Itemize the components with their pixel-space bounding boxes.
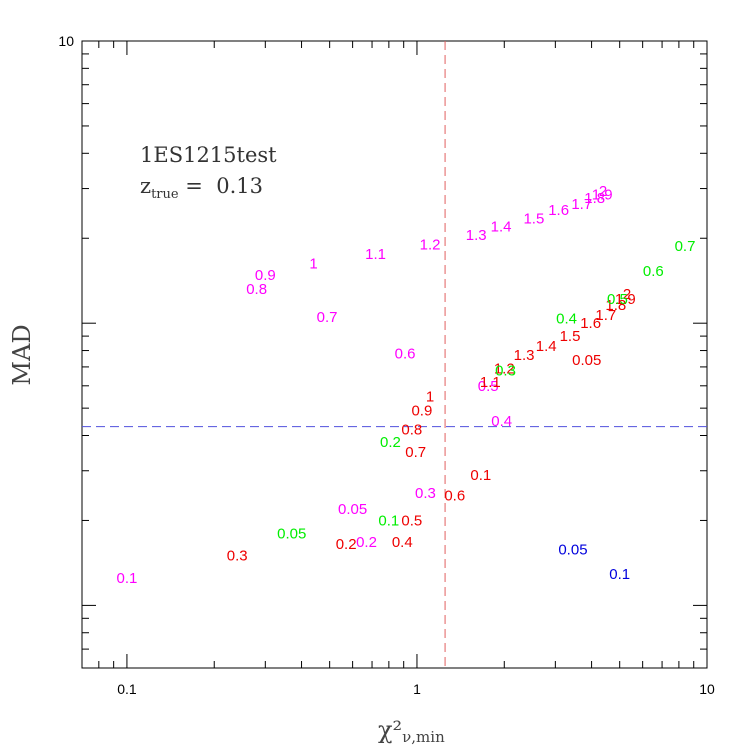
data-point-label: 0.1	[470, 467, 491, 484]
data-point-label: 1.2	[494, 361, 515, 378]
data-point-label: 1.4	[536, 338, 557, 355]
annotation-line-1: 1ES1215test	[140, 143, 277, 167]
annotation: 1ES1215test ztrue = 0.13	[140, 143, 277, 202]
data-point-label: 2	[623, 286, 631, 303]
x-axis-title: χ²ν,min	[378, 716, 445, 746]
data-point-label: 0.05	[338, 501, 367, 518]
data-labels: 0.10.20.050.30.40.50.60.70.80.911.11.21.…	[116, 183, 695, 587]
annotation-z-subscript: true	[151, 187, 179, 202]
plot-frame	[81, 40, 708, 669]
data-point-label: 1.8	[605, 297, 626, 314]
data-point-label: 0.2	[336, 536, 357, 553]
axis-ticks: 0.1 1 10 10	[58, 33, 715, 697]
data-point-label: 1.9	[615, 291, 636, 308]
data-point-label: 0.5	[607, 291, 628, 308]
data-point-label: 0.5	[478, 378, 499, 395]
x-axis-title-subscript: ν,min	[402, 728, 445, 746]
data-point-label: 0.4	[556, 310, 577, 327]
annotation-z-value: = 0.13	[179, 174, 263, 198]
annotation-z: z	[140, 174, 151, 198]
data-point-label: 1.6	[548, 202, 569, 219]
data-point-label: 0.1	[116, 570, 137, 587]
data-point-label: 1.9	[592, 186, 613, 203]
data-point-label: 1.5	[523, 210, 544, 227]
data-point-label: 0.3	[227, 548, 248, 565]
data-point-label: 1.3	[514, 347, 535, 364]
data-point-label: 1.1	[480, 374, 501, 391]
data-point-label: 0.5	[401, 512, 422, 529]
data-point-label: 0.3	[415, 485, 436, 502]
data-point-label: 0.8	[401, 422, 422, 439]
data-point-label: 1	[426, 388, 434, 405]
y-tick-label: 10	[58, 33, 74, 49]
data-point-label: 0.6	[444, 488, 465, 505]
data-point-label: 0.9	[255, 267, 276, 284]
data-point-label: 1.8	[584, 190, 605, 207]
data-point-label: 0.05	[558, 541, 587, 558]
data-point-label: 0.7	[675, 238, 696, 255]
data-point-label: 1.5	[560, 328, 581, 345]
data-point-label: 0.3	[495, 362, 516, 379]
annotation-line-2: ztrue = 0.13	[140, 174, 263, 202]
data-point-label: 0.2	[356, 534, 377, 551]
data-point-label: 0.1	[609, 566, 630, 583]
data-point-label: 0.6	[395, 346, 416, 363]
x-tick-label: 1	[413, 681, 421, 697]
data-point-label: 0.8	[246, 281, 267, 298]
data-point-label: 1.2	[420, 237, 441, 254]
y-axis-title: MAD	[8, 324, 36, 385]
data-point-label: 0.9	[411, 403, 432, 420]
data-point-label: 0.1	[378, 512, 399, 529]
data-point-label: 1.6	[580, 315, 601, 332]
data-point-label: 0.2	[380, 434, 401, 451]
x-tick-label: 0.1	[117, 681, 137, 697]
data-point-label: 1	[309, 255, 317, 272]
data-point-label: 0.05	[277, 525, 306, 542]
data-point-label: 0.05	[572, 352, 601, 369]
x-tick-label: 10	[699, 681, 715, 697]
data-point-label: 1.3	[466, 227, 487, 244]
data-point-label: 2	[599, 183, 607, 200]
x-axis-title-main: χ²	[378, 716, 402, 744]
data-point-label: 0.4	[392, 534, 413, 551]
data-point-label: 1.4	[491, 219, 512, 236]
data-point-label: 0.7	[317, 309, 338, 326]
data-point-label: 1.7	[571, 196, 592, 213]
data-point-label: 0.6	[643, 263, 664, 280]
reference-lines	[82, 41, 707, 668]
data-point-label: 0.4	[491, 413, 512, 430]
data-point-label: 1.1	[365, 246, 386, 263]
data-point-label: 1.7	[595, 307, 616, 324]
data-point-label: 0.7	[405, 444, 426, 461]
